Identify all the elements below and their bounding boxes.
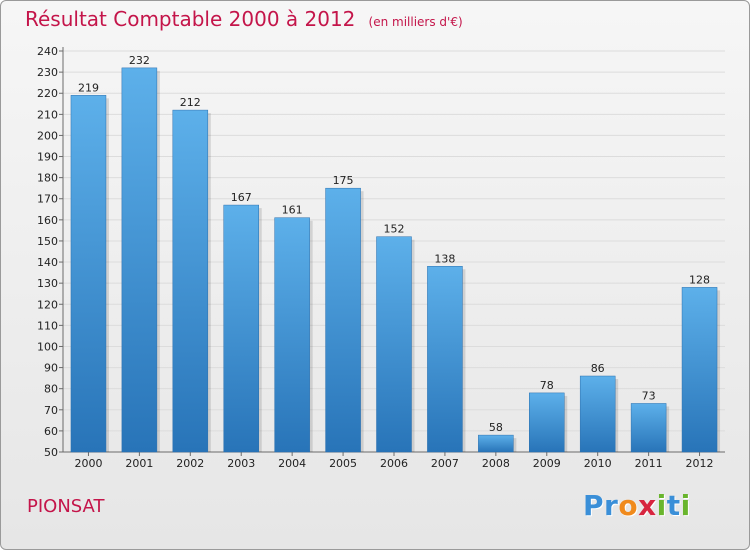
bar-value-label: 86	[591, 362, 605, 375]
y-tick-label: 240	[37, 45, 58, 58]
bar	[70, 95, 107, 453]
x-tick-label: 2011	[635, 457, 663, 470]
bar	[172, 109, 209, 453]
bar-value-label: 232	[129, 54, 150, 67]
x-tick-label: 2012	[686, 457, 714, 470]
logo-letter: t	[666, 489, 681, 522]
y-tick-label: 190	[37, 151, 58, 164]
x-tick-label: 2010	[584, 457, 612, 470]
bar-value-label: 161	[282, 204, 303, 217]
y-tick-label: 90	[44, 362, 58, 375]
x-tick-label: 2000	[74, 457, 102, 470]
logo-letter: r	[604, 489, 619, 522]
bar	[376, 236, 412, 453]
x-tick-label: 2001	[125, 457, 153, 470]
y-tick-label: 120	[37, 298, 58, 311]
bar-value-label: 219	[78, 81, 99, 94]
y-tick-label: 100	[37, 340, 58, 353]
x-tick-label: 2002	[176, 457, 204, 470]
location-name: PIONSAT	[27, 496, 105, 517]
bar	[121, 67, 158, 453]
bar-value-label: 138	[434, 252, 455, 265]
x-tick-label: 2005	[329, 457, 357, 470]
bar	[630, 403, 667, 453]
x-tick-label: 2006	[380, 457, 408, 470]
x-tick-label: 2004	[278, 457, 306, 470]
bar-value-label: 128	[689, 273, 710, 286]
y-tick-label: 170	[37, 193, 58, 206]
logo-letter: P	[583, 489, 605, 522]
bar-value-label: 152	[384, 223, 405, 236]
y-tick-label: 80	[44, 383, 58, 396]
chart-unit-note: (en milliers d'€)	[368, 15, 463, 29]
bar-value-label: 58	[489, 421, 503, 434]
x-tick-label: 2003	[227, 457, 255, 470]
logo-letter: i	[680, 489, 691, 522]
bar	[478, 434, 514, 453]
bar-value-label: 175	[333, 174, 354, 187]
y-tick-label: 60	[44, 425, 58, 438]
proxiti-logo: Proxiti	[583, 489, 691, 522]
bar-value-label: 212	[180, 96, 201, 109]
y-tick-label: 50	[44, 446, 58, 459]
x-tick-label: 2008	[482, 457, 510, 470]
bar	[579, 375, 616, 453]
bar-value-label: 78	[540, 379, 554, 392]
bars	[70, 67, 721, 453]
y-tick-label: 70	[44, 404, 58, 417]
bar	[529, 392, 565, 453]
y-tick-label: 180	[37, 172, 58, 185]
bar-value-label: 167	[231, 191, 252, 204]
bar-value-label: 73	[642, 389, 656, 402]
y-tick-label: 160	[37, 214, 58, 227]
chart-title-block: Résultat Comptable 2000 à 2012 (en milli…	[25, 7, 463, 31]
y-tick-label: 130	[37, 277, 58, 290]
y-tick-label: 230	[37, 66, 58, 79]
bar	[681, 287, 718, 453]
x-tick-label: 2009	[533, 457, 561, 470]
bar	[427, 266, 463, 453]
y-tick-label: 140	[37, 256, 58, 269]
y-tick-label: 210	[37, 108, 58, 121]
y-tick-label: 110	[37, 319, 58, 332]
logo-letter: i	[656, 489, 667, 522]
y-tick-label: 220	[37, 87, 58, 100]
bar	[274, 217, 310, 453]
bar	[325, 187, 361, 453]
logo-letter: x	[638, 489, 657, 522]
x-tick-label: 2007	[431, 457, 459, 470]
chart-title: Résultat Comptable 2000 à 2012	[25, 7, 356, 31]
data-labels: 219 2000 232 2001 212 2002 167 2003 161 2004 175 20…	[74, 54, 713, 470]
y-tick-label: 200	[37, 129, 58, 142]
logo-letter: o	[618, 489, 639, 522]
bar	[223, 204, 259, 453]
y-tick-label: 150	[37, 235, 58, 248]
